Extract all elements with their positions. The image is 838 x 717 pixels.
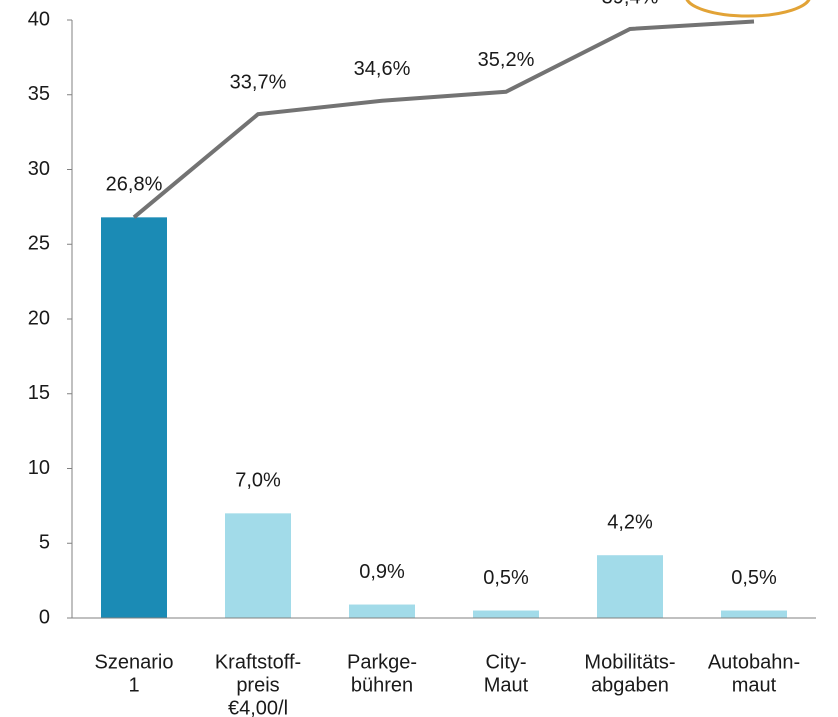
bar <box>473 610 539 618</box>
x-tick-label: Kraftstoff- <box>215 651 301 673</box>
y-tick-label: 15 <box>28 382 50 404</box>
bar-value-label: 26,8% <box>106 174 163 196</box>
y-tick-label: 40 <box>28 8 50 30</box>
y-tick-label: 20 <box>28 307 50 329</box>
x-tick-label: maut <box>732 674 777 696</box>
y-tick-label: 35 <box>28 83 50 105</box>
x-tick-label: Autobahn- <box>708 651 800 673</box>
line-value-label: 39,4% <box>602 0 659 8</box>
y-tick-label: 30 <box>28 158 50 180</box>
bar <box>597 555 663 618</box>
bar-value-label: 7,0% <box>235 470 281 492</box>
line-value-label: 34,6% <box>354 58 411 80</box>
y-tick-label: 25 <box>28 233 50 255</box>
bar <box>225 513 291 618</box>
y-tick-label: 10 <box>28 457 50 479</box>
y-tick-label: 5 <box>39 532 50 554</box>
bar-value-label: 0,5% <box>483 567 529 589</box>
bar-value-label: 4,2% <box>607 511 653 533</box>
bar-value-label: 0,9% <box>359 561 405 583</box>
highlight-circle <box>685 0 811 18</box>
cumulative-line <box>132 19 755 219</box>
x-tick-label: abgaben <box>591 674 669 696</box>
bar-value-label: 0,5% <box>731 567 777 589</box>
y-tick-label: 0 <box>39 606 50 628</box>
x-tick-label: Maut <box>484 674 529 696</box>
x-tick-label: €4,00/l <box>228 697 288 717</box>
x-tick-label: Mobilitäts- <box>584 651 675 673</box>
line-value-label: 35,2% <box>478 49 535 71</box>
line-value-label: 33,7% <box>230 71 287 93</box>
x-tick-label: bühren <box>351 674 413 696</box>
x-tick-label: Szenario <box>95 651 174 673</box>
x-tick-label: Parkge- <box>347 651 417 673</box>
bar <box>721 610 787 618</box>
bar <box>349 604 415 618</box>
x-tick-label: preis <box>236 674 279 696</box>
x-tick-label: City- <box>485 651 526 673</box>
bar <box>101 217 167 618</box>
x-tick-label: 1 <box>128 674 139 696</box>
